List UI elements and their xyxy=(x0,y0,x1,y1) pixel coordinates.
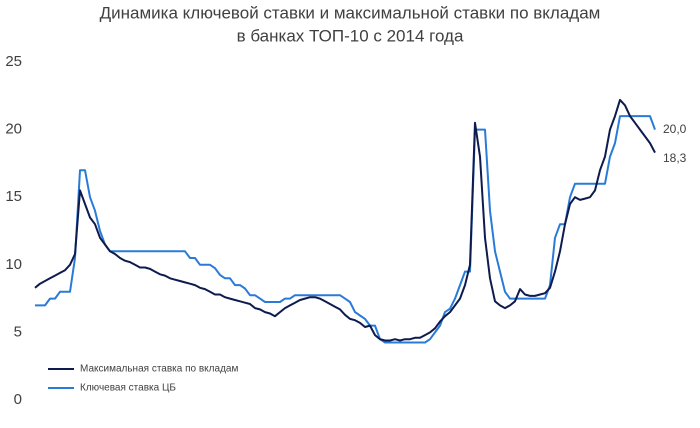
y-tick-label: 25 xyxy=(5,53,22,70)
legend-label: Ключевая ставка ЦБ xyxy=(80,383,176,394)
y-tick-label: 0 xyxy=(14,391,22,408)
chart-title: Динамика ключевой ставки и максимальной … xyxy=(100,3,601,22)
series-line xyxy=(34,98,656,342)
chart-title: в банках ТОП-10 с 2014 года xyxy=(237,26,464,45)
end-label: 18,3 xyxy=(663,151,687,165)
legend-label: Максимальная ставка по вкладам xyxy=(80,364,238,375)
y-tick-label: 15 xyxy=(5,188,22,205)
series-line xyxy=(35,115,656,344)
y-tick-label: 10 xyxy=(5,256,22,273)
end-label: 20,0 xyxy=(663,122,687,136)
y-tick-label: 5 xyxy=(14,323,22,340)
y-tick-label: 20 xyxy=(5,121,22,138)
